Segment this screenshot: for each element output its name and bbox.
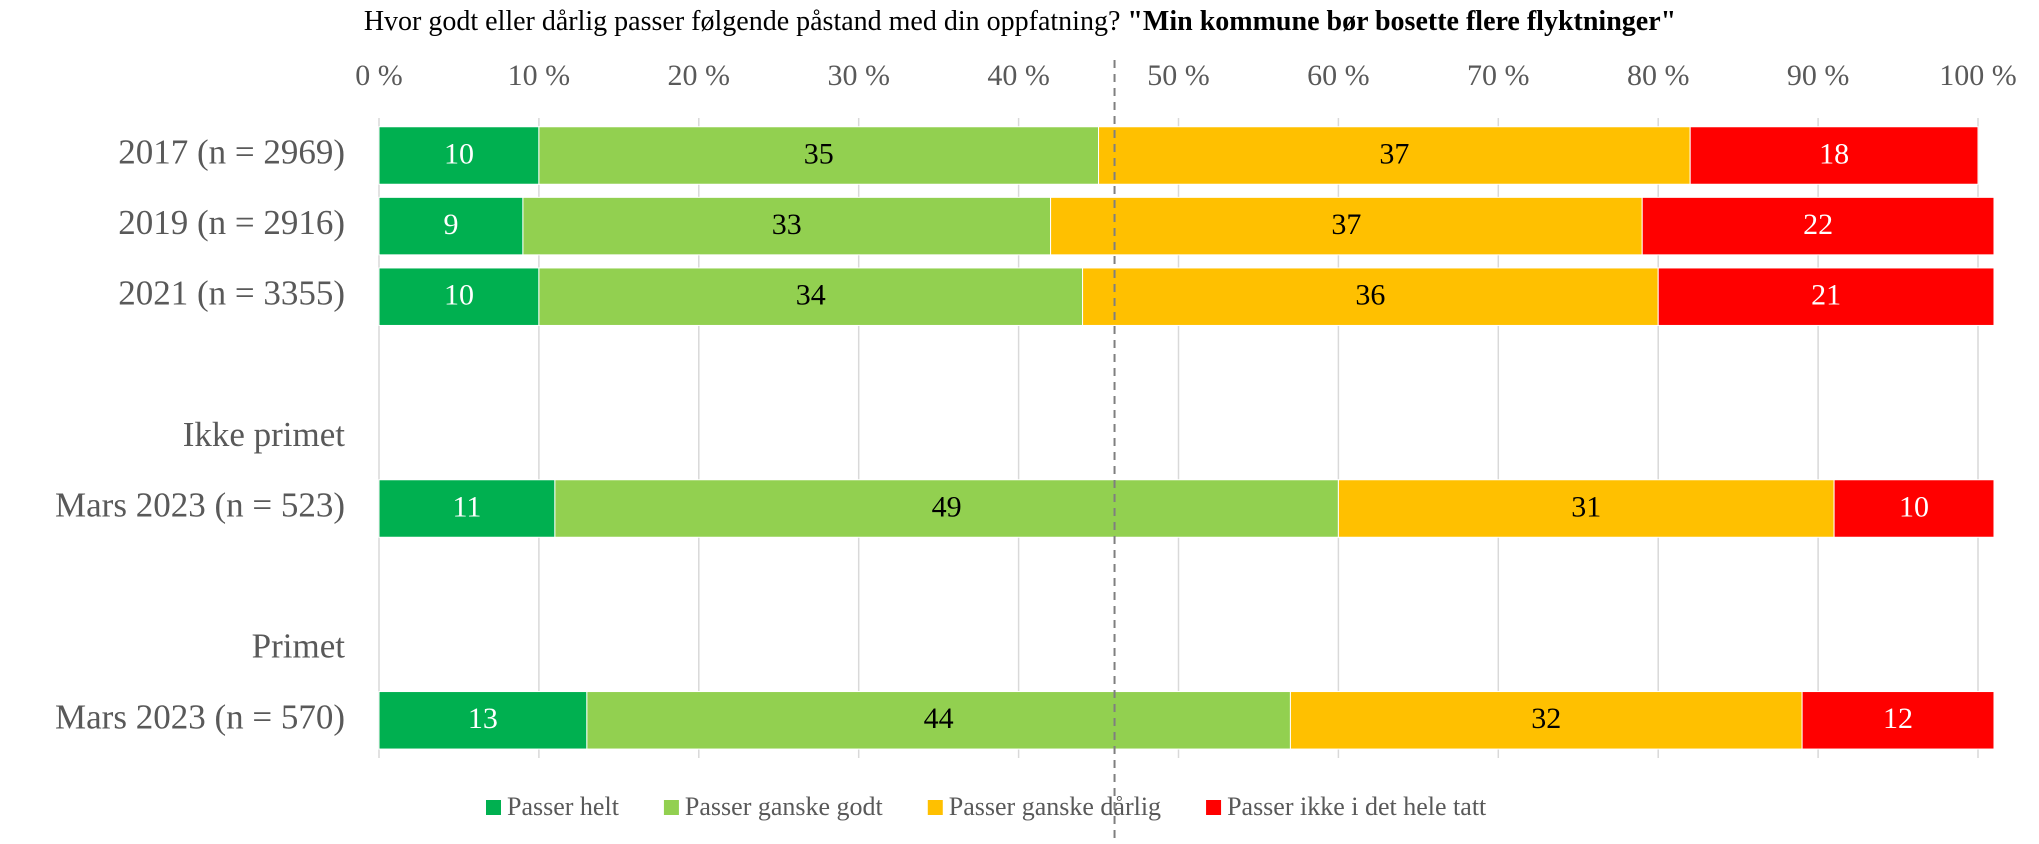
bar-segment: [538, 126, 1100, 185]
y-tick-label: Mars 2023 (n = 523): [55, 486, 345, 525]
bar-segment: [378, 267, 540, 326]
data-label: 9: [443, 208, 458, 241]
y-tick-label: 2019 (n = 2916): [118, 203, 345, 242]
x-tick-label: 60 %: [1307, 59, 1370, 92]
x-tick-label: 100 %: [1939, 59, 2017, 92]
bar-segment: [554, 479, 1339, 538]
bar-segment: [1833, 479, 1995, 538]
x-tick-label: 30 %: [827, 59, 890, 92]
bar-segment: [1098, 126, 1691, 185]
legend-label: Passer ganske dårlig: [949, 792, 1161, 821]
legend-label: Passer helt: [507, 792, 620, 821]
data-label: 31: [1571, 490, 1601, 523]
x-tick-label: 90 %: [1787, 59, 1850, 92]
x-tick-label: 10 %: [508, 59, 571, 92]
data-label: 44: [924, 702, 954, 735]
x-tick-label: 80 %: [1627, 59, 1690, 92]
data-label: 18: [1819, 137, 1849, 170]
x-tick-label: 40 %: [987, 59, 1050, 92]
legend-swatch: [486, 800, 501, 815]
data-label: 37: [1379, 137, 1409, 170]
legend-swatch: [663, 800, 679, 815]
data-label: 34: [796, 279, 826, 312]
data-label: 33: [772, 208, 802, 241]
y-tick-label: Ikke primet: [183, 415, 346, 454]
bar-segment: [1657, 267, 1995, 326]
x-tick-label: 20 %: [668, 59, 731, 92]
data-label: 49: [932, 490, 962, 523]
bar-segment: [378, 479, 556, 538]
bar-segment: [1289, 691, 1803, 750]
data-label: 10: [1899, 490, 1929, 523]
bar-segment: [586, 691, 1291, 750]
bar-segment: [378, 196, 524, 256]
bar-segment: [522, 196, 1052, 256]
y-tick-label: 2017 (n = 2969): [118, 133, 345, 172]
legend-label: Passer ikke i det hele tatt: [1227, 792, 1487, 821]
data-label: 21: [1811, 279, 1841, 312]
title-emphasis: "Min kommune bør bosette flere flyktning…: [1127, 6, 1676, 37]
data-label: 10: [444, 137, 474, 170]
data-label: 13: [468, 702, 498, 735]
x-tick-label: 70 %: [1467, 59, 1530, 92]
x-tick-label: 50 %: [1147, 59, 1210, 92]
bar-segment: [1801, 691, 1995, 750]
data-label: 36: [1355, 279, 1385, 312]
data-label: 11: [452, 490, 481, 523]
data-label: 32: [1531, 702, 1561, 735]
y-tick-label: Primet: [252, 627, 346, 666]
title-text: Hvor godt eller dårlig passer følgende p…: [364, 6, 1121, 37]
legend-label: Passer ganske godt: [685, 792, 884, 821]
bar-segment: [1689, 126, 1979, 185]
bar-segment: [538, 267, 1084, 326]
legend-swatch: [1206, 800, 1222, 815]
y-tick-label: Mars 2023 (n = 570): [55, 697, 345, 736]
bar-segment: [1337, 479, 1835, 538]
chart-title: Hvor godt eller dårlig passer følgende p…: [364, 6, 1676, 37]
data-label: 22: [1803, 208, 1833, 241]
data-label: 12: [1883, 702, 1913, 735]
y-tick-label: 2021 (n = 3355): [118, 274, 345, 313]
bar-segment: [378, 691, 588, 750]
data-label: 10: [444, 279, 474, 312]
bar-segment: [1050, 196, 1643, 256]
bar-segment: [378, 126, 540, 185]
x-tick-label: 0 %: [355, 59, 403, 92]
data-label: 37: [1331, 208, 1361, 241]
data-label: 35: [804, 137, 834, 170]
bar-segment: [1082, 267, 1659, 326]
bar-segment: [1641, 196, 1995, 256]
legend-swatch: [927, 800, 943, 815]
